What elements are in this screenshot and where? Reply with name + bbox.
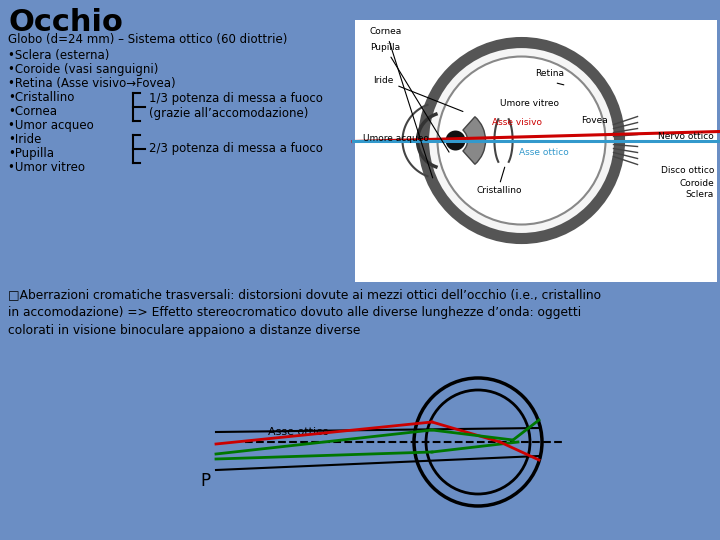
Text: •Cristallino: •Cristallino [8, 91, 74, 104]
Text: 2/3 potenza di messa a fuoco: 2/3 potenza di messa a fuoco [149, 142, 323, 155]
Text: Coroide: Coroide [679, 179, 714, 187]
Text: □Aberrazioni cromatiche trasversali: distorsioni dovute ai mezzi ottici dell’occ: □Aberrazioni cromatiche trasversali: dis… [8, 288, 601, 337]
Text: Disco ottico: Disco ottico [661, 166, 714, 174]
Text: •Pupilla: •Pupilla [8, 147, 54, 160]
Text: •Coroide (vasi sanguigni): •Coroide (vasi sanguigni) [8, 63, 158, 76]
Text: •Cornea: •Cornea [8, 105, 57, 118]
Text: Retina: Retina [535, 69, 564, 78]
Text: •Umor vitreo: •Umor vitreo [8, 161, 85, 174]
Text: Cristallino: Cristallino [477, 186, 522, 194]
Text: 1/3 potenza di messa a fuoco: 1/3 potenza di messa a fuoco [149, 92, 323, 105]
Circle shape [438, 57, 606, 225]
Text: Asse ottico: Asse ottico [518, 147, 568, 157]
Text: Sclera: Sclera [685, 190, 714, 199]
Text: Cornea: Cornea [370, 27, 433, 178]
Text: Globo (d=24 mm) – Sistema ottico (60 diottrie): Globo (d=24 mm) – Sistema ottico (60 dio… [8, 33, 287, 46]
Circle shape [446, 131, 466, 151]
Text: •Sclera (esterna): •Sclera (esterna) [8, 49, 109, 62]
Text: •Umor acqueo: •Umor acqueo [8, 119, 94, 132]
Text: (grazie all’accomodazione): (grazie all’accomodazione) [149, 107, 308, 120]
Text: Iride: Iride [373, 76, 463, 111]
Text: Fovea: Fovea [582, 116, 608, 125]
Text: Umore acqueo: Umore acqueo [363, 134, 429, 143]
FancyBboxPatch shape [355, 20, 717, 282]
Text: Nervo ottico: Nervo ottico [658, 132, 714, 141]
Text: •Iride: •Iride [8, 133, 41, 146]
Text: •Retina (Asse visivo→Fovea): •Retina (Asse visivo→Fovea) [8, 77, 176, 90]
Text: Pupilla: Pupilla [370, 43, 449, 152]
Text: Asse visivo: Asse visivo [492, 118, 541, 126]
Circle shape [423, 43, 619, 239]
Text: Umore vitreo: Umore vitreo [500, 98, 559, 107]
Text: P: P [200, 472, 210, 490]
Text: Asse ottico: Asse ottico [268, 427, 329, 437]
Text: Occhio: Occhio [8, 8, 123, 37]
Wedge shape [463, 117, 485, 164]
